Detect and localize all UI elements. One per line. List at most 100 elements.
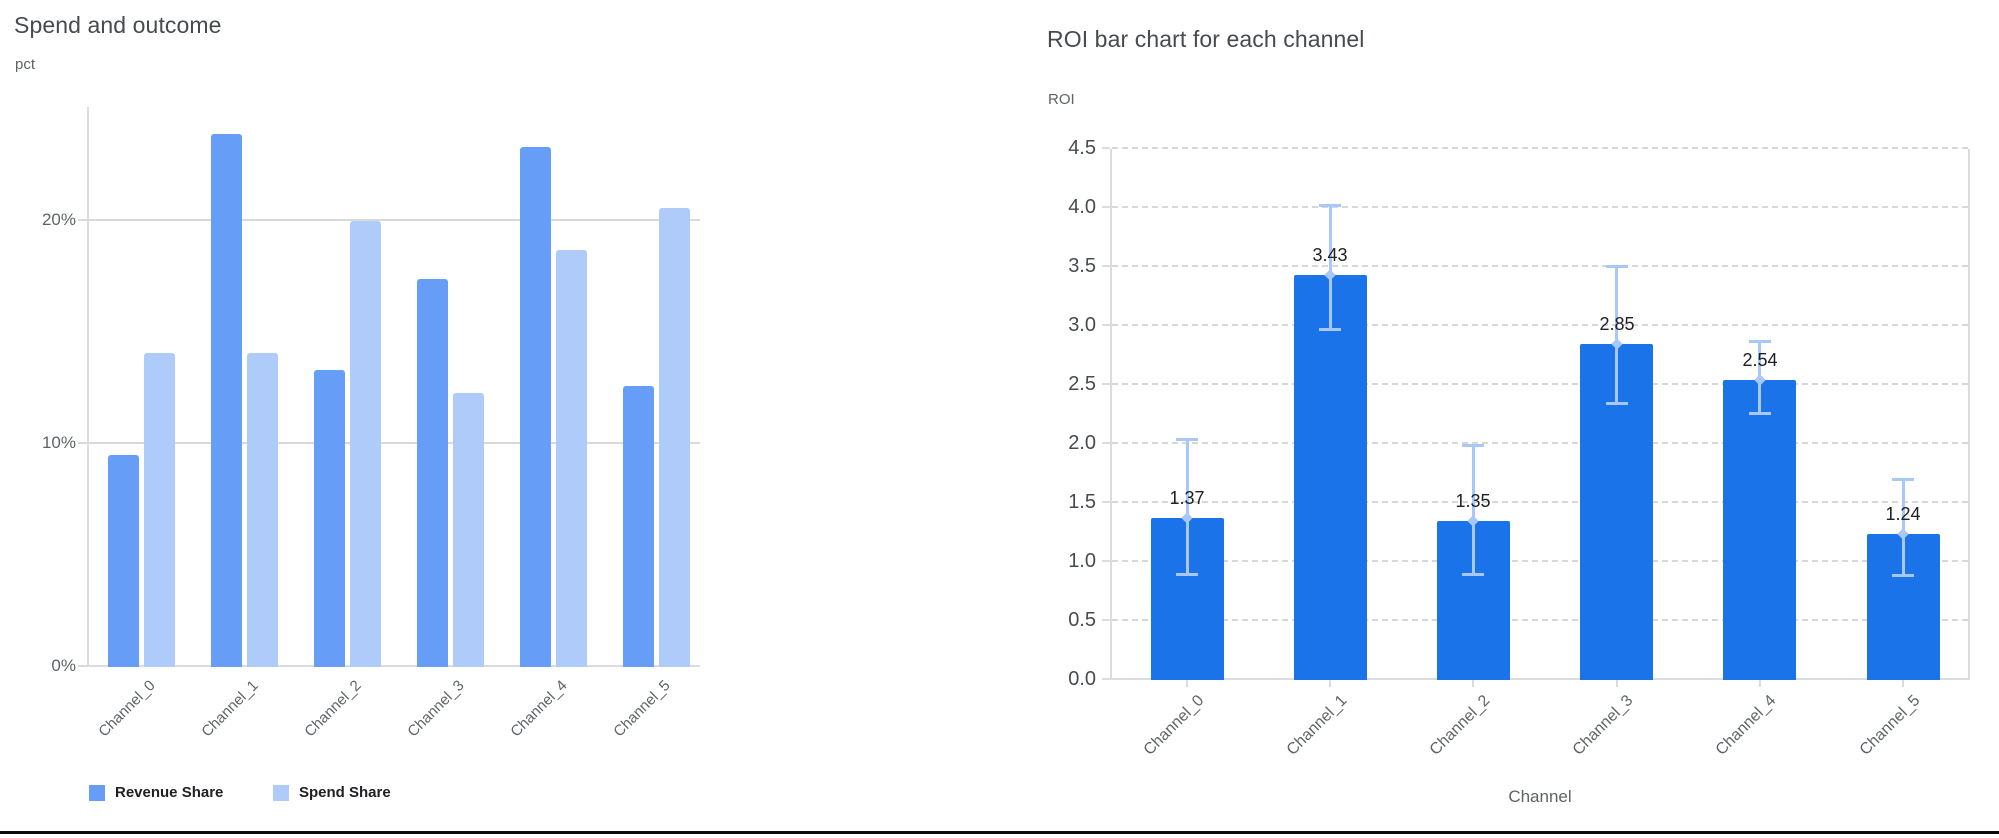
right-chart-x-tick-mark (1186, 680, 1188, 687)
right-chart-y-tick-label: 2.5 (1068, 373, 1096, 395)
right-chart-value-label: 1.35 (1455, 491, 1491, 511)
left-chart-y-axis-unit: pct (15, 56, 36, 73)
left-chart-bar-spend-share-channel_3 (453, 393, 484, 667)
left-chart-bar-revenue-share-channel_1 (211, 134, 242, 667)
right-chart-error-bar-line (1186, 438, 1189, 576)
left-chart-y-tick-label: 10% (41, 433, 76, 452)
legend-item-revenue-share: Revenue Share (89, 784, 223, 801)
right-chart-x-tick-text: Channel_1 (1283, 692, 1351, 759)
left-chart-x-tick-text: Channel_1 (198, 677, 263, 741)
left-chart-x-tick-text: Channel_3 (404, 677, 469, 741)
left-chart-bar-spend-share-channel_0 (144, 353, 175, 667)
right-chart-gridline (1112, 501, 1968, 503)
right-chart-error-bar-cap-bottom (1176, 573, 1198, 576)
right-chart-y-tick-label: 0.5 (1068, 609, 1096, 631)
right-chart-x-tick-mark (1472, 680, 1474, 687)
left-chart-gridline (89, 219, 700, 221)
right-chart-y-tick-mark (1102, 619, 1110, 621)
right-chart-y-tick-label: 2.0 (1068, 432, 1096, 454)
legend-label: Revenue Share (115, 784, 224, 801)
left-chart-y-tick-mark (78, 665, 87, 667)
left-chart-y-tick-mark (78, 219, 87, 221)
right-chart-gridline (1112, 147, 1968, 149)
right-chart-y-tick-mark (1102, 383, 1110, 385)
right-chart-x-tick-text: Channel_3 (1569, 692, 1637, 759)
right-chart-x-tick-text: Channel_5 (1856, 692, 1924, 759)
left-chart-x-tick-text: Channel_0 (95, 677, 160, 741)
right-chart-error-bar-cap-top (1319, 204, 1341, 207)
right-chart-y-tick-mark (1102, 265, 1110, 267)
left-chart-bar-revenue-share-channel_3 (417, 279, 448, 667)
legend-swatch-revenue-share (89, 784, 105, 801)
right-chart-gridline (1112, 265, 1968, 267)
right-chart-x-axis-title: Channel (1508, 787, 1572, 806)
left-chart-bar-revenue-share-channel_0 (108, 455, 139, 667)
right-chart-gridline (1112, 619, 1968, 621)
right-chart-x-tick-mark (1902, 680, 1904, 687)
right-chart-gridline (1112, 678, 1968, 680)
left-chart-y-tick-label: 0% (51, 656, 76, 675)
right-chart-error-bar-cap-top (1606, 265, 1628, 268)
left-chart-bar-revenue-share-channel_5 (623, 386, 654, 667)
right-chart-error-bar-line (1472, 444, 1475, 576)
left-chart-y-tick-label: 20% (41, 210, 76, 229)
right-chart-y-tick-label: 4.0 (1068, 196, 1096, 218)
right-chart-y-tick-mark (1102, 560, 1110, 562)
right-chart-y-tick-mark (1102, 678, 1110, 680)
right-chart-value-label: 1.24 (1885, 504, 1921, 524)
left-chart-bar-spend-share-channel_5 (659, 208, 690, 667)
right-chart-y-tick-mark (1102, 324, 1110, 326)
right-chart-gridline (1112, 560, 1968, 562)
right-chart-gridline (1112, 442, 1968, 444)
left-chart-bar-revenue-share-channel_4 (520, 147, 551, 667)
right-chart-x-tick-mark (1616, 680, 1618, 687)
right-chart-bar-channel_4 (1723, 380, 1796, 680)
right-chart-y-tick-label: 0.0 (1068, 668, 1096, 690)
right-chart-y-tick-label: 3.5 (1068, 255, 1096, 277)
right-chart-title: ROI bar chart for each channel (1047, 26, 1365, 52)
right-chart-error-bar-cap-bottom (1892, 574, 1914, 577)
right-chart-gridline (1112, 383, 1968, 385)
right-chart-gridline (1112, 206, 1968, 208)
right-chart-error-bar-cap-bottom (1749, 412, 1771, 415)
left-chart-y-tick-mark (78, 442, 87, 444)
right-chart-x-tick-mark (1759, 680, 1761, 687)
right-chart-error-bar-cap-bottom (1462, 573, 1484, 576)
left-chart-bar-spend-share-channel_4 (556, 250, 587, 667)
right-chart-y-tick-mark (1102, 442, 1110, 444)
right-chart-y-axis-unit: ROI (1048, 91, 1075, 108)
right-chart-y-tick-label: 1.0 (1068, 550, 1096, 572)
right-chart-y-tick-label: 3.0 (1068, 314, 1096, 336)
left-chart-x-tick-text: Channel_2 (301, 677, 366, 741)
left-chart-bar-spend-share-channel_1 (247, 353, 278, 667)
right-chart-x-tick-text: Channel_4 (1713, 692, 1780, 759)
right-chart-value-label: 2.54 (1742, 350, 1778, 370)
right-chart-error-bar-cap-top (1176, 438, 1198, 441)
right-chart-bar-channel_1 (1294, 275, 1367, 680)
left-chart-gridline (89, 665, 700, 667)
right-chart-y-tick-mark (1102, 147, 1110, 149)
right-chart-value-label: 3.43 (1312, 245, 1348, 265)
right-chart-value-label: 2.85 (1599, 314, 1635, 334)
right-chart-y-tick-label: 1.5 (1068, 491, 1096, 513)
right-chart-error-bar-cap-top (1749, 340, 1771, 343)
right-chart-y-tick-label: 4.5 (1068, 137, 1096, 159)
right-chart-gridline (1112, 324, 1968, 326)
right-chart-value-label: 1.37 (1169, 488, 1205, 508)
right-chart-error-bar-cap-top (1462, 444, 1484, 447)
left-chart-bar-spend-share-channel_2 (350, 221, 381, 667)
legend-swatch-spend-share (273, 784, 289, 801)
left-chart-x-tick-text: Channel_5 (610, 677, 675, 741)
right-chart-plot-area: 0.0 0.5 1.0 1.5 2.0 2.5 3.0 3.5 4.0 4.5 1.37 Channe… (1068, 137, 1970, 759)
left-chart-bar-revenue-share-channel_2 (314, 370, 345, 667)
right-chart-error-bar-line (1615, 265, 1618, 405)
left-chart-title: Spend and outcome (14, 12, 222, 38)
left-chart-gridline (89, 442, 700, 444)
right-chart-error-bar-line (1902, 478, 1905, 577)
right-chart-error-bar-cap-top (1892, 478, 1914, 481)
right-chart-y-tick-mark (1102, 206, 1110, 208)
bottom-divider-line (0, 831, 1999, 834)
right-chart-x-tick-text: Channel_0 (1140, 692, 1208, 759)
legend-item-spend-share: Spend Share (273, 784, 391, 801)
